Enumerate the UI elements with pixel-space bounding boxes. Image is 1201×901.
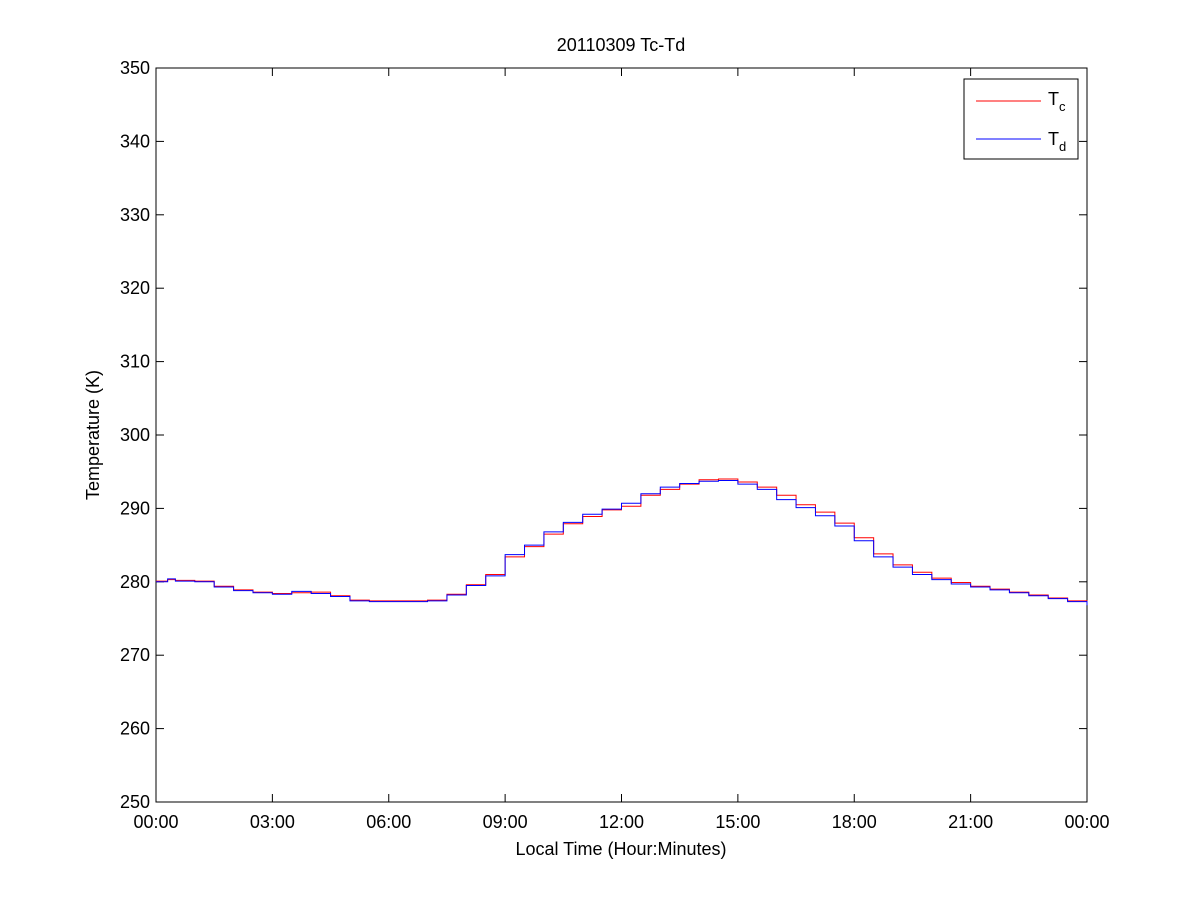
y-tick-label: 280 bbox=[120, 572, 150, 592]
x-tick-label: 15:00 bbox=[715, 812, 760, 832]
y-tick-label: 300 bbox=[120, 425, 150, 445]
x-tick-label: 09:00 bbox=[483, 812, 528, 832]
y-tick-label: 250 bbox=[120, 792, 150, 812]
y-tick-label: 340 bbox=[120, 131, 150, 151]
y-tick-label: 330 bbox=[120, 205, 150, 225]
legend-box bbox=[963, 78, 1079, 160]
y-tick-label: 320 bbox=[120, 278, 150, 298]
y-tick-label: 350 bbox=[120, 58, 150, 78]
y-tick-label: 310 bbox=[120, 352, 150, 372]
y-tick-label: 290 bbox=[120, 498, 150, 518]
legend-label-td-main: T bbox=[1048, 129, 1059, 149]
legend: Tc Td bbox=[963, 78, 1079, 160]
chart-title: 20110309 Tc-Td bbox=[557, 35, 685, 55]
x-tick-label: 00:00 bbox=[133, 812, 178, 832]
x-tick-label: 03:00 bbox=[250, 812, 295, 832]
legend-label-tc-main: T bbox=[1048, 89, 1059, 109]
legend-label-tc: Tc bbox=[1048, 89, 1066, 114]
y-tick-label: 270 bbox=[120, 645, 150, 665]
x-tick-label: 12:00 bbox=[599, 812, 644, 832]
legend-label-td-sub: d bbox=[1059, 139, 1066, 154]
legend-label-td: Td bbox=[1048, 129, 1066, 154]
axis-ticks: 00:00 03:00 06:00 09:00 12:00 15:00 18:00 21:00… bbox=[120, 58, 1110, 832]
legend-label-tc-sub: c bbox=[1059, 99, 1066, 114]
y-axis-label: Temperature (K) bbox=[83, 370, 103, 500]
x-tick-label: 18:00 bbox=[832, 812, 877, 832]
y-tick-label: 260 bbox=[120, 719, 150, 739]
x-tick-label: 00:00 bbox=[1064, 812, 1109, 832]
series-line-td bbox=[156, 480, 1088, 606]
series-layer bbox=[156, 478, 1088, 606]
plot-area bbox=[155, 67, 1088, 803]
x-axis-label: Local Time (Hour:Minutes) bbox=[515, 839, 726, 859]
x-tick-label: 06:00 bbox=[366, 812, 411, 832]
x-tick-label: 21:00 bbox=[948, 812, 993, 832]
